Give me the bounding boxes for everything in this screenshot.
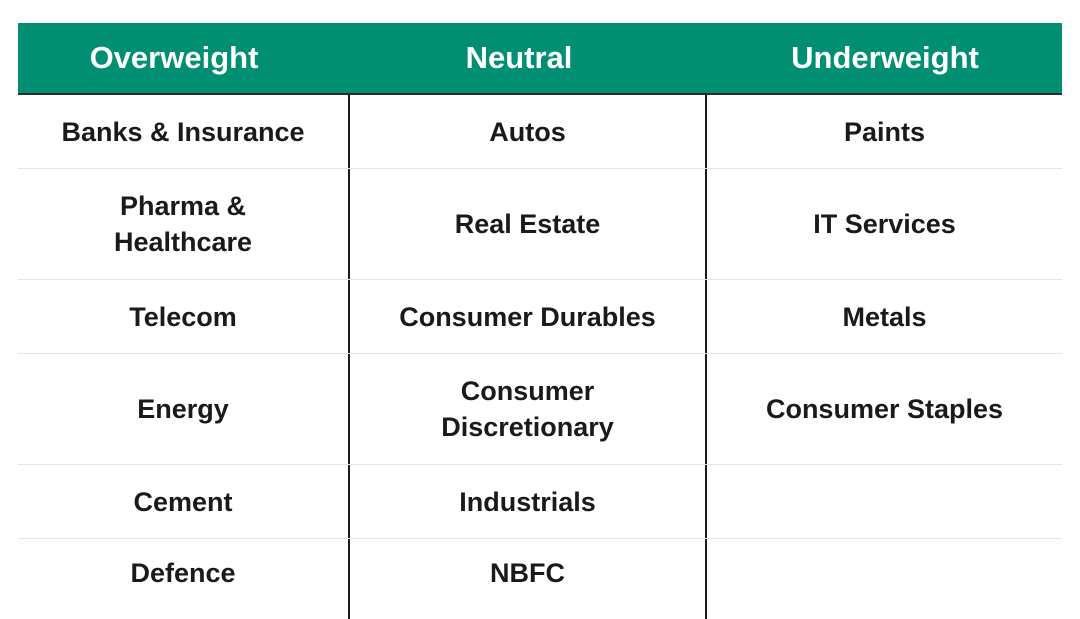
table-row: Telecom Consumer Durables Metals	[18, 280, 1062, 354]
cell-underweight: Paints	[705, 95, 1062, 168]
cell-neutral: Consumer Discretionary	[348, 354, 705, 464]
table-header: Overweight Neutral Underweight	[18, 23, 1062, 95]
cell-neutral: Real Estate	[348, 169, 705, 279]
header-neutral: Neutral	[465, 40, 573, 75]
table-row: Banks & Insurance Autos Paints	[18, 95, 1062, 169]
cell-underweight	[705, 539, 1062, 619]
cell-neutral: NBFC	[348, 539, 705, 619]
table-row: Defence NBFC	[18, 539, 1062, 619]
cell-overweight: Pharma & Healthcare	[113, 191, 253, 257]
cell-overweight: Banks & Insurance	[61, 116, 305, 147]
table-row: Cement Industrials	[18, 465, 1062, 539]
cell-underweight	[705, 465, 1062, 538]
cell-underweight: Metals	[705, 280, 1062, 353]
cell-neutral: Industrials	[348, 465, 705, 538]
cell-overweight: Telecom	[129, 301, 237, 332]
cell-overweight: Cement	[133, 486, 233, 517]
cell-overweight: Defence	[130, 558, 236, 588]
cell-overweight: Energy	[137, 394, 229, 424]
sector-table: Banks & Insurance Autos Paints Pharma & …	[18, 95, 1062, 619]
table-row: Pharma & Healthcare Real Estate IT Servi…	[18, 169, 1062, 280]
cell-underweight: IT Services	[705, 169, 1062, 279]
table-row: Energy Consumer Discretionary Consumer S…	[18, 354, 1062, 465]
cell-neutral: Autos	[348, 95, 705, 168]
header-overweight: Overweight	[89, 40, 259, 75]
cell-neutral: Consumer Durables	[348, 280, 705, 353]
cell-underweight: Consumer Staples	[705, 354, 1062, 464]
header-underweight: Underweight	[791, 40, 979, 75]
